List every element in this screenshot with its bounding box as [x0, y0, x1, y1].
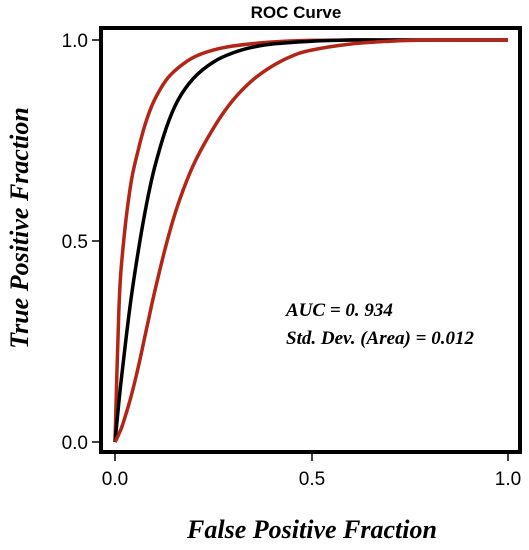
auc-annotation: AUC = 0. 934 [285, 300, 393, 321]
y-axis-label: True Positive Fraction [5, 107, 34, 349]
roc-curve-line [113, 38, 508, 443]
x-axis: 0.0 0.5 1.0 [102, 452, 521, 490]
y-tick-label: 1.0 [62, 31, 88, 52]
x-tick-label: 0.0 [102, 469, 128, 490]
y-tick-label: 0.0 [62, 433, 88, 454]
series-layer [113, 38, 508, 443]
plot-frame [99, 26, 522, 454]
x-tick-label: 0.5 [299, 469, 325, 490]
std-dev-annotation: Std. Dev. (Area) = 0.012 [286, 328, 474, 349]
y-tick-label: 0.5 [62, 232, 88, 253]
x-tick-label: 1.0 [495, 469, 521, 490]
chart-title: ROC Curve [251, 3, 342, 22]
roc-lower-bound-line [113, 38, 508, 443]
x-axis-label: False Positive Fraction [186, 515, 437, 544]
y-axis: 0.0 0.5 1.0 [62, 31, 101, 454]
